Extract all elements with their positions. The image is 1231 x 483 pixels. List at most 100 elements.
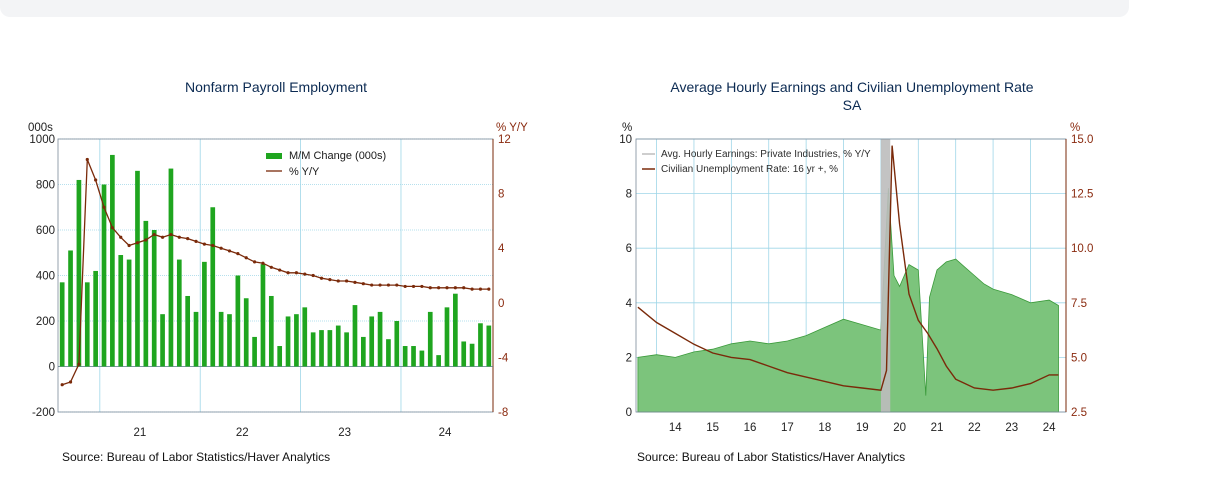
payroll-bar [68, 250, 73, 367]
unemployment-line [637, 145, 1059, 391]
payroll-bar [310, 332, 316, 367]
payroll-bar [411, 346, 416, 367]
right-tick-label: 0 [498, 298, 504, 310]
payroll-bar [143, 220, 149, 367]
payroll-bar [402, 346, 408, 367]
payroll-bar [419, 350, 425, 367]
right-tick-label: 8 [498, 189, 504, 201]
yoy-point [261, 261, 265, 265]
yoy-point [286, 271, 290, 275]
yoy-point [403, 284, 407, 289]
yoy-point [487, 287, 491, 291]
left-tick-label: 800 [36, 180, 55, 192]
payroll-bar [302, 307, 308, 367]
payroll-bar [369, 316, 375, 367]
payroll-bar [76, 179, 82, 367]
yoy-point [319, 276, 324, 280]
yoy-point [152, 232, 156, 237]
x-tick-label: 23 [1005, 422, 1018, 434]
yoy-point [77, 362, 81, 366]
yoy-point [169, 232, 173, 237]
yoy-point [370, 283, 374, 287]
yoy-point [478, 287, 483, 291]
payroll-bar [93, 270, 98, 367]
payroll-bar [185, 295, 191, 367]
x-tick-label: 16 [744, 422, 757, 434]
x-tick-label: 20 [893, 422, 906, 434]
source-note: Source: Bureau of Labor Statistics/Haver… [62, 450, 330, 464]
right-tick-label: -8 [498, 407, 508, 419]
payroll-bar [327, 330, 333, 367]
yoy-point [236, 252, 240, 256]
payroll-bar [235, 275, 241, 367]
left-tick-label: 600 [36, 225, 55, 237]
x-tick-label: 19 [856, 422, 869, 434]
yoy-point [252, 260, 257, 264]
legend-label: % Y/Y [289, 166, 320, 178]
x-tick-label: 17 [781, 422, 794, 434]
payroll-bar [436, 355, 441, 367]
left-axis-unit: % [622, 122, 632, 134]
right-tick-label: 7.5 [1071, 298, 1087, 310]
right-tick-label: -4 [498, 352, 509, 364]
payroll-bar [160, 314, 165, 367]
x-tick-label: 18 [818, 422, 831, 434]
yoy-point [85, 157, 89, 162]
left-tick-label: 10 [619, 134, 632, 146]
yoy-point [269, 265, 273, 269]
chart-title: Average Hourly Earnings and Civilian Une… [670, 79, 1033, 95]
top-toolbar-strip [0, 0, 1129, 17]
x-tick-label: 24 [1043, 422, 1056, 434]
payroll-bar [335, 325, 341, 367]
chart-title: Nonfarm Payroll Employment [185, 79, 367, 95]
yoy-point [453, 286, 457, 290]
right-axis-unit: % [1070, 122, 1080, 134]
x-tick-label: 22 [236, 427, 249, 439]
right-tick-label: 15.0 [1071, 134, 1093, 146]
payroll-bar [243, 298, 249, 367]
payroll-bar [202, 261, 207, 367]
right-tick-label: 5.0 [1071, 352, 1087, 364]
payroll-bar [294, 314, 299, 367]
source-note: Source: Bureau of Labor Statistics/Haver… [637, 450, 905, 464]
payroll-bar [277, 346, 283, 367]
left-tick-label: 0 [49, 362, 55, 374]
yoy-point [411, 284, 416, 289]
left-tick-label: 400 [36, 271, 55, 283]
yoy-point [328, 277, 332, 282]
yoy-point [420, 284, 424, 289]
yoy-point [311, 273, 315, 278]
payroll-bar [59, 282, 65, 367]
yoy-point [60, 383, 64, 387]
payroll-bar [319, 330, 324, 367]
payroll-bar [444, 307, 450, 367]
x-tick-label: 24 [439, 427, 452, 439]
yoy-point [294, 271, 299, 275]
yoy-point [445, 286, 449, 290]
payroll-bar [386, 339, 391, 367]
legend-label: Civilian Unemployment Rate: 16 yr +, % [661, 164, 838, 175]
left-tick-label: -200 [32, 407, 55, 419]
x-tick-label: 23 [338, 427, 351, 439]
payroll-bar [118, 255, 124, 367]
x-tick-label: 15 [706, 422, 719, 434]
x-tick-label: 21 [133, 427, 146, 439]
payroll-bar [360, 336, 366, 367]
yoy-point [395, 283, 399, 287]
left-tick-label: 1000 [29, 134, 55, 146]
payroll-bar [193, 311, 199, 367]
yoy-point [345, 279, 349, 283]
payroll-bar [469, 343, 475, 367]
payroll-bar [176, 259, 182, 367]
yoy-point [336, 279, 340, 283]
yoy-point [102, 205, 106, 209]
yoy-point [227, 249, 232, 253]
payroll-bar [461, 341, 467, 367]
payroll-bar [478, 323, 483, 367]
yoy-point [462, 286, 466, 290]
payroll-bar [210, 207, 216, 367]
yoy-point [68, 380, 73, 384]
yoy-point [119, 235, 123, 239]
yoy-point [160, 235, 165, 239]
